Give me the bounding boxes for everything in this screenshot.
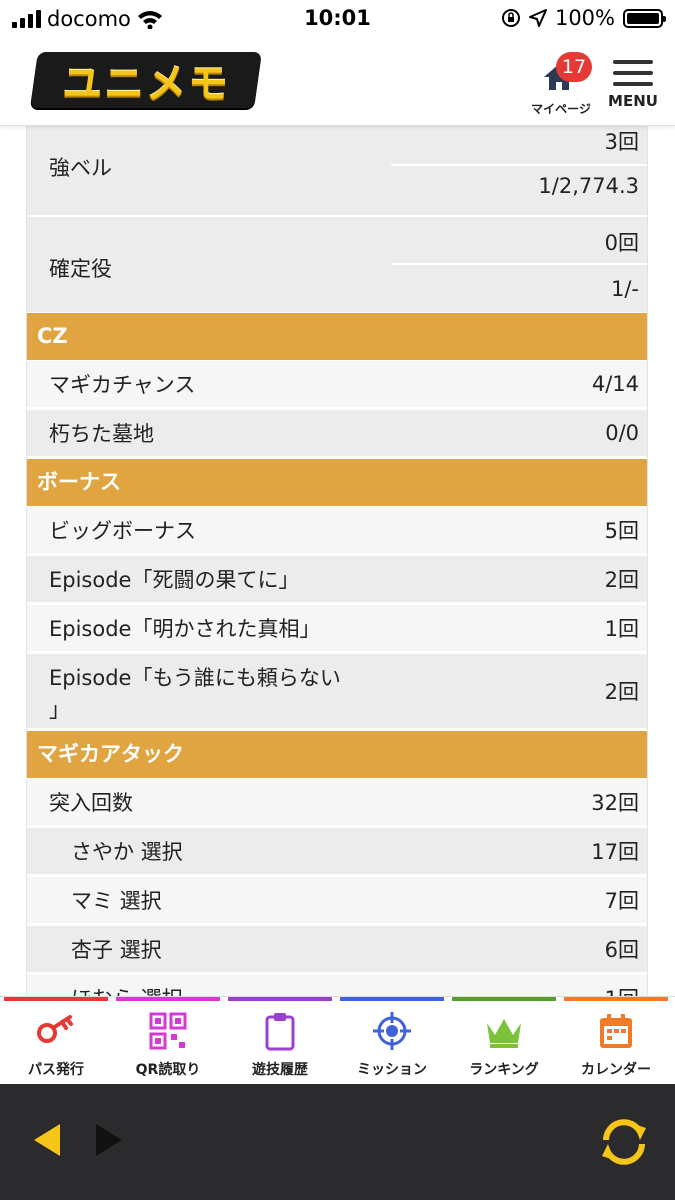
stat-count: 0回 — [604, 231, 639, 255]
hamburger-icon — [613, 60, 653, 93]
stats-table[interactable]: 強ベル 3回 1/2,774.3 確定役 0回 1/- CZ マギカチャンス 4… — [26, 126, 648, 1000]
status-indicators: 100% — [501, 6, 666, 30]
nav-ranking[interactable]: ランキング — [448, 997, 560, 1085]
nav-label: QR読取り — [135, 1062, 201, 1078]
carrier-info: docomo — [12, 7, 163, 31]
stat-label: Episode「明かされた真相」 — [49, 617, 321, 641]
stat-row-kakutei: 確定役 0回 1/- — [27, 217, 647, 312]
stat-count: 3回 — [604, 130, 639, 154]
stat-label: 杏子 選択 — [71, 938, 162, 962]
stat-row-kyou-bell: 強ベル 3回 1/2,774.3 — [27, 126, 647, 215]
stat-label: Episode「死闘の果てに」 — [49, 568, 300, 592]
nav-mission[interactable]: ミッション — [336, 997, 448, 1085]
nav-pass-issue[interactable]: パス発行 — [0, 997, 112, 1085]
clipboard-icon — [265, 1013, 295, 1051]
stat-row: ビッグボーナス 5回 — [27, 507, 647, 555]
nav-qr-read[interactable]: QR読取り — [112, 997, 224, 1085]
stat-value: 1回 — [604, 617, 639, 641]
nav-label: カレンダー — [581, 1062, 651, 1078]
section-header-cz: CZ — [27, 313, 647, 360]
forward-arrow-icon[interactable] — [94, 1122, 124, 1158]
wifi-icon — [137, 11, 162, 29]
stat-label: 確定役 — [49, 257, 112, 281]
carrier-label: docomo — [47, 7, 131, 31]
stat-value: 32回 — [591, 791, 639, 815]
clock: 10:01 — [304, 6, 371, 30]
nav-calendar[interactable]: カレンダー — [560, 997, 672, 1085]
stat-label: マミ 選択 — [71, 889, 162, 913]
nav-label: 遊技履歴 — [252, 1062, 308, 1078]
nav-label: ミッション — [357, 1062, 427, 1078]
status-bar: docomo 10:01 100% — [0, 0, 675, 38]
nav-label: ランキング — [469, 1062, 539, 1078]
stat-row: Episode「もう誰にも頼らない 」 2回 — [27, 654, 647, 730]
stat-probability: 1/- — [610, 277, 639, 301]
stat-label: ビッグボーナス — [49, 519, 196, 543]
stat-row: 朽ちた墓地 0/0 — [27, 410, 647, 458]
stat-label: マギカチャンス — [49, 373, 196, 397]
nav-label: パス発行 — [28, 1062, 84, 1078]
notification-badge: 17 — [556, 52, 592, 82]
target-icon — [373, 1012, 411, 1050]
stat-value: 2回 — [604, 568, 639, 592]
browser-toolbar — [0, 1084, 675, 1200]
stat-label-continued: 」 — [49, 698, 70, 722]
stat-label: Episode「もう誰にも頼らない — [49, 666, 341, 690]
stat-row: 突入回数 32回 — [27, 779, 647, 827]
stat-row: マミ 選択 7回 — [27, 877, 647, 925]
section-header-bonus: ボーナス — [27, 459, 647, 506]
qr-code-icon — [149, 1012, 187, 1050]
app-header: ユニメモ 17 マイページ MENU — [0, 38, 675, 126]
stat-value: 6回 — [604, 938, 639, 962]
mypage-label: マイページ — [531, 102, 591, 116]
battery-icon — [623, 8, 666, 28]
crown-icon — [487, 1019, 521, 1048]
stat-label: さやか 選択 — [71, 840, 183, 864]
stat-probability: 1/2,774.3 — [538, 174, 639, 198]
stat-label: 朽ちた墓地 — [49, 422, 154, 446]
logo-text: ユニメモ — [62, 61, 230, 107]
stat-value: 4/14 — [591, 372, 639, 396]
stat-row: さやか 選択 17回 — [27, 828, 647, 876]
stat-label: 突入回数 — [49, 791, 133, 815]
menu-button[interactable]: MENU — [604, 56, 662, 116]
app-logo[interactable]: ユニメモ — [30, 52, 262, 108]
stat-value: 17回 — [591, 840, 639, 864]
stat-value: 5回 — [604, 519, 639, 543]
stat-row: ほむら 選択 1回 — [27, 975, 647, 1000]
rotation-lock-icon — [501, 9, 520, 27]
battery-percent: 100% — [554, 6, 615, 30]
nav-play-history[interactable]: 遊技履歴 — [224, 997, 336, 1085]
section-header-magica-attack: マギカアタック — [27, 731, 647, 778]
stat-value: 7回 — [604, 889, 639, 913]
stat-row: Episode「明かされた真相」 1回 — [27, 605, 647, 653]
signal-icon — [12, 10, 41, 28]
stat-value: 2回 — [604, 680, 639, 704]
stat-row: 杏子 選択 6回 — [27, 926, 647, 974]
stat-row: マギカチャンス 4/14 — [27, 361, 647, 409]
stat-value: 0/0 — [605, 421, 639, 445]
back-arrow-icon[interactable] — [32, 1122, 62, 1158]
mypage-button[interactable]: 17 マイページ — [528, 48, 594, 118]
stat-label: 強ベル — [49, 156, 112, 180]
stat-row: Episode「死闘の果てに」 2回 — [27, 556, 647, 604]
bottom-nav: パス発行 QR読取り 遊技履歴 ミッション — [0, 996, 675, 1084]
location-icon — [528, 9, 547, 27]
calendar-icon — [600, 1014, 632, 1048]
menu-label: MENU — [608, 92, 658, 110]
reload-icon[interactable] — [596, 1114, 652, 1170]
key-icon — [37, 1015, 73, 1043]
